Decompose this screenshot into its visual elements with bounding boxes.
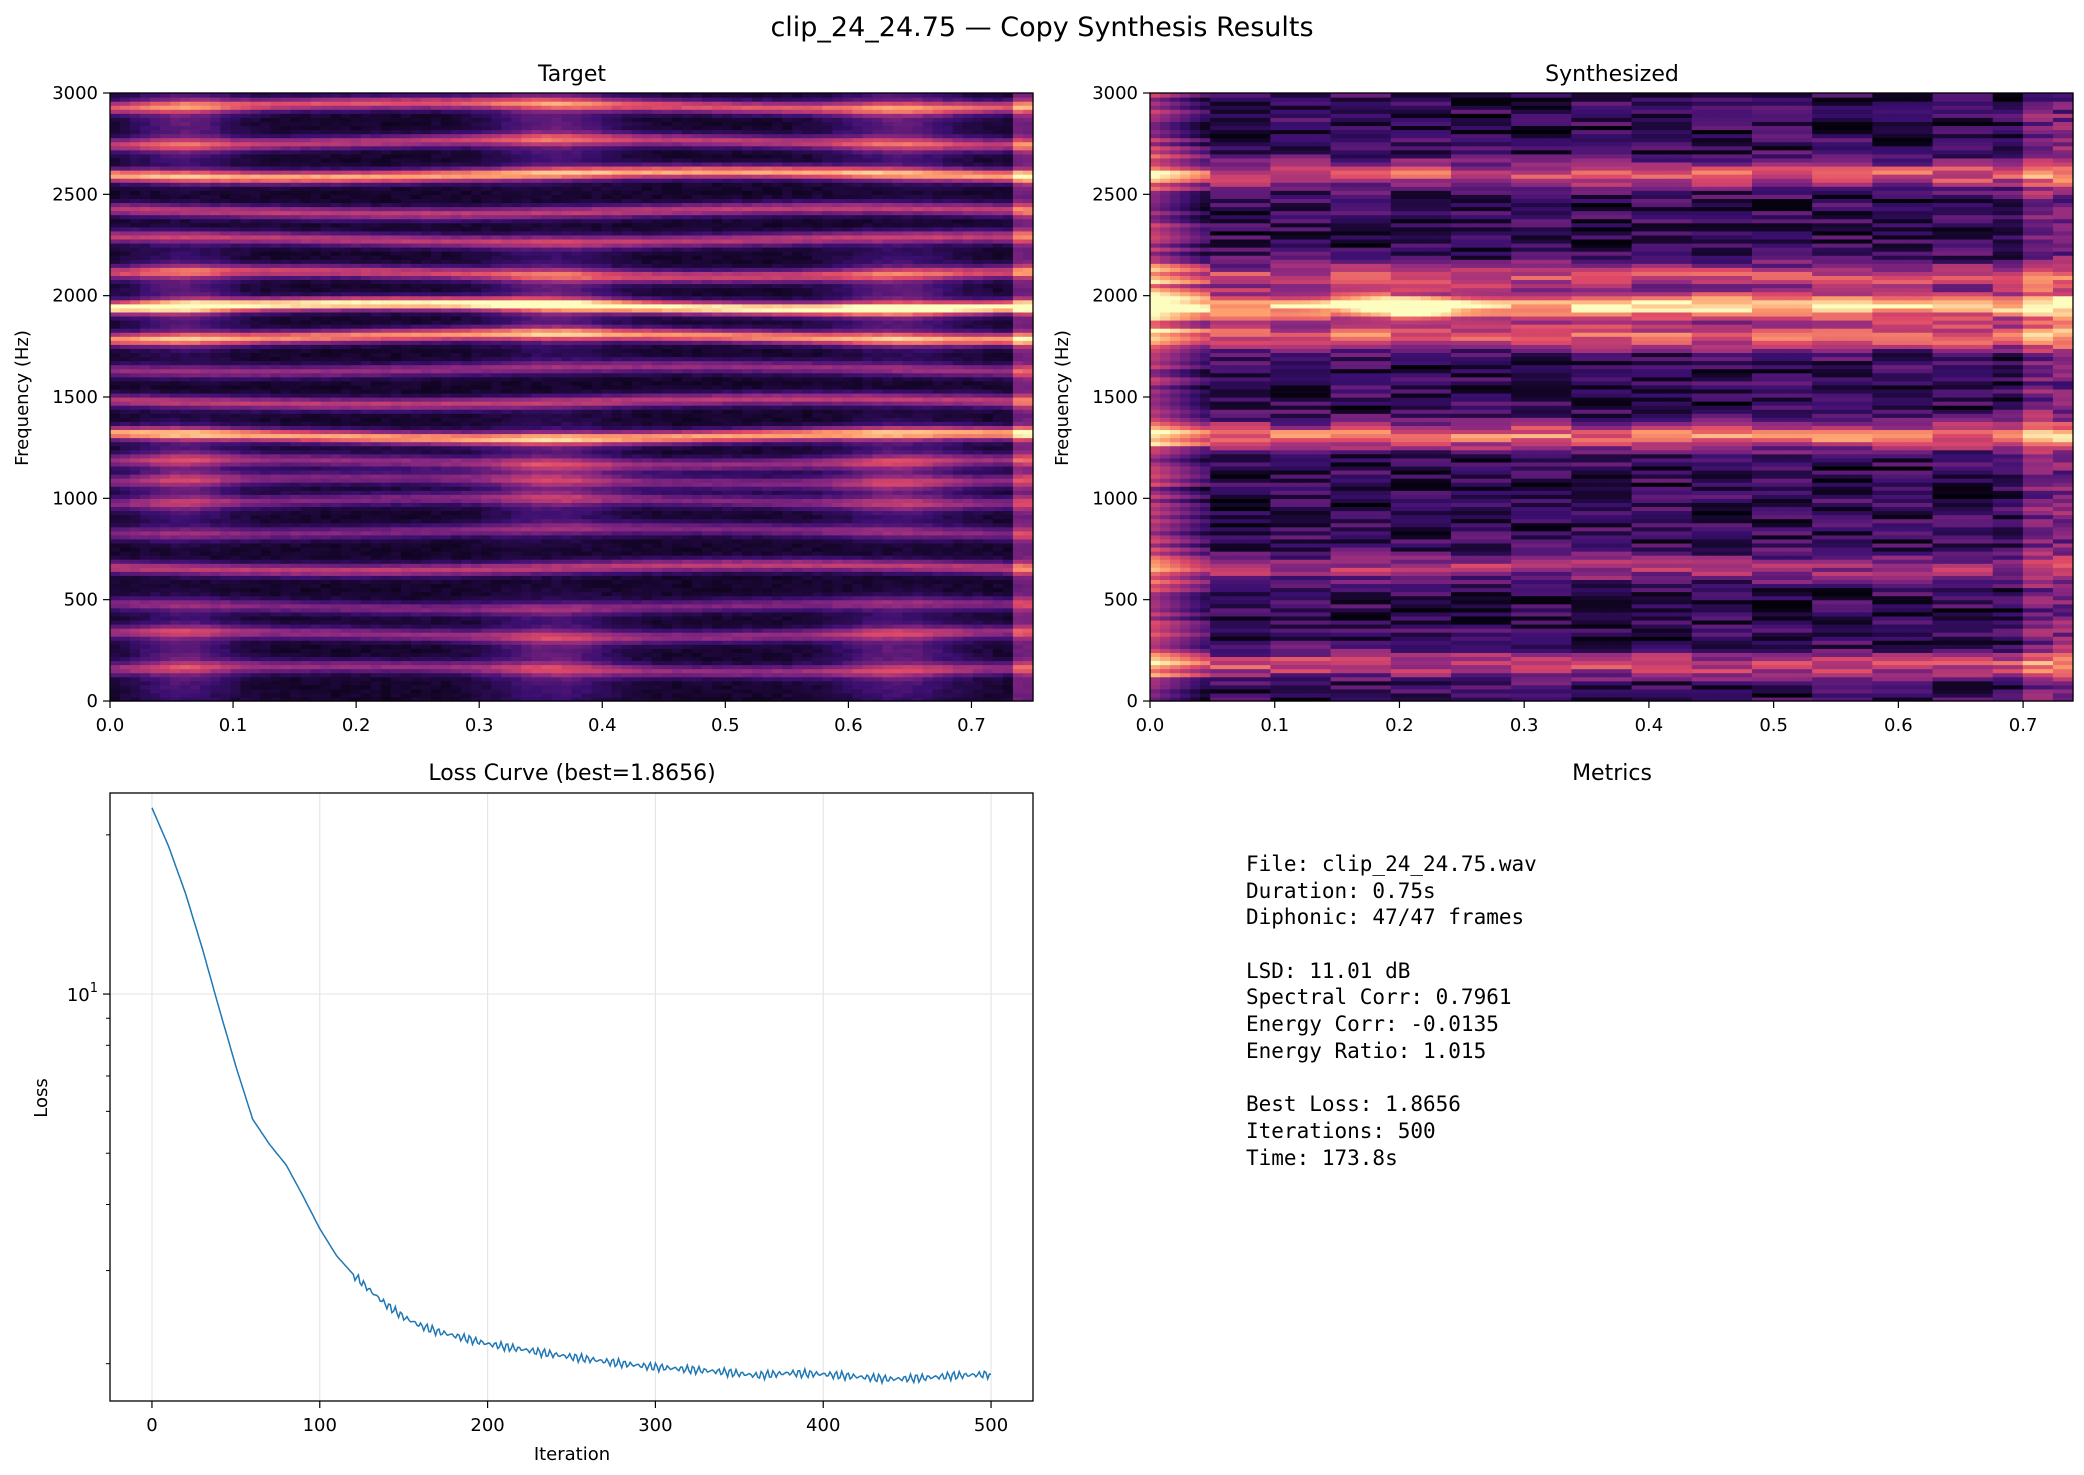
y-tick-label: 2500 (1092, 184, 1138, 205)
x-tick-label: 100 (303, 1415, 337, 1436)
metrics-line: Energy Corr: -0.0135 (1246, 1011, 1537, 1038)
x-tick-label: 0.4 (588, 715, 617, 736)
synthesized-title: Synthesized (1545, 62, 1679, 87)
x-tick-label: 0.6 (834, 715, 863, 736)
x-tick-label: 0.7 (2009, 715, 2038, 736)
metrics-line: Best Loss: 1.8656 (1246, 1091, 1537, 1118)
y-tick-label: 2000 (1092, 286, 1138, 307)
loss-title: Loss Curve (best=1.8656) (428, 761, 715, 786)
x-tick-label: 500 (974, 1415, 1008, 1436)
x-tick-label: 400 (806, 1415, 840, 1436)
metrics-spacer (1246, 1065, 1537, 1092)
x-tick-label: 0.2 (342, 715, 371, 736)
x-tick-label: 0.1 (1260, 715, 1289, 736)
x-tick-label: 300 (638, 1415, 672, 1436)
y-tick-label: 3000 (1092, 83, 1138, 104)
y-tick-label: 2000 (52, 286, 98, 307)
y-tick-label: 0 (87, 691, 98, 712)
target-title: Target (537, 62, 606, 87)
loss-frame (109, 792, 1034, 1402)
synthesized-spectrogram: Synthesized Frequency (Hz) 0.0 0.1 0.2 0.3 0… (1052, 62, 2074, 736)
metrics-line: Diphonic: 47/47 frames (1246, 904, 1537, 931)
target-axis-ticks: 0.0 0.1 0.2 0.3 0.4 0.5 0.6 0.7 0 500 1000 1500 2000… (52, 83, 986, 736)
metrics-line: Spectral Corr: 0.7961 (1246, 984, 1537, 1011)
metrics-line: Duration: 0.75s (1246, 878, 1537, 905)
x-tick-label: 0.1 (219, 715, 248, 736)
x-tick-label: 0.4 (1635, 715, 1664, 736)
x-tick-label: 0.3 (1510, 715, 1539, 736)
x-tick-label: 0 (146, 1415, 157, 1436)
y-tick-label: 500 (64, 590, 98, 611)
x-tick-label: 0.0 (96, 715, 125, 736)
y-tick-label: 3000 (52, 83, 98, 104)
metrics-line: Iterations: 500 (1246, 1118, 1537, 1145)
x-tick-label: 200 (470, 1415, 504, 1436)
metrics-line: LSD: 11.01 dB (1246, 958, 1537, 985)
target-frame (109, 92, 1034, 702)
x-tick-label: 0.0 (1136, 715, 1165, 736)
y-tick-label: 1000 (52, 488, 98, 509)
synthesized-heatmap-image (1150, 93, 2074, 702)
metrics-line: Time: 173.8s (1246, 1145, 1537, 1172)
metrics-line: Energy Ratio: 1.015 (1246, 1038, 1537, 1065)
target-spectrogram: Target Frequency (Hz) 0.0 0.1 0.2 0.3 0.4 0.5… (12, 62, 1034, 736)
x-tick-label: 0.3 (465, 715, 494, 736)
metrics-spacer (1246, 931, 1537, 958)
y-tick-label: 1000 (1092, 488, 1138, 509)
metrics-text-block: File: clip_24_24.75.wav Duration: 0.75s Di… (1246, 851, 1537, 1171)
metrics-title: Metrics (1572, 761, 1652, 786)
metrics-line: File: clip_24_24.75.wav (1246, 851, 1537, 878)
target-heatmap-image (110, 93, 1034, 702)
loss-grid (110, 793, 1033, 1401)
y-tick-label: 500 (1104, 590, 1138, 611)
synthesized-ylabel: Frequency (Hz) (1052, 330, 1073, 466)
x-tick-label: 0.7 (957, 715, 986, 736)
loss-axis-ticks: 0 100 200 300 400 500 101 (67, 834, 1008, 1436)
loss-ylabel: Loss (31, 1078, 52, 1117)
target-ylabel: Frequency (Hz) (12, 330, 33, 466)
x-tick-label: 0.5 (711, 715, 740, 736)
y-tick-label: 101 (67, 981, 98, 1006)
loss-series-line (151, 807, 992, 1386)
loss-curve-chart: Loss Curve (best=1.8656) 0 100 200 300 400 50… (31, 761, 1034, 1465)
x-tick-label: 0.2 (1385, 715, 1414, 736)
y-tick-label: 1500 (1092, 387, 1138, 408)
y-tick-label: 1500 (52, 387, 98, 408)
x-tick-label: 0.5 (1759, 715, 1788, 736)
y-tick-label: 0 (1127, 691, 1138, 712)
x-tick-label: 0.6 (1884, 715, 1913, 736)
figure-title: clip_24_24.75 — Copy Synthesis Results (770, 12, 1313, 43)
y-tick-label: 2500 (52, 184, 98, 205)
synthesized-frame (1149, 92, 2074, 702)
loss-xlabel: Iteration (534, 1444, 610, 1465)
synthesized-axis-ticks: 0.0 0.1 0.2 0.3 0.4 0.5 0.6 0.7 0 500 1000 1500 2000… (1092, 83, 2037, 736)
